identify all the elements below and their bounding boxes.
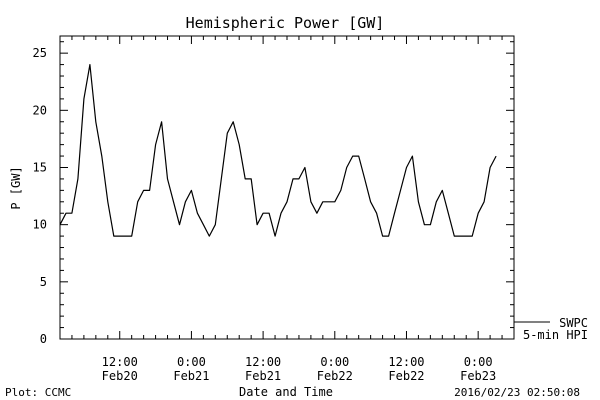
x-tick-label-time: 12:00: [245, 355, 281, 369]
x-axis-label: Date and Time: [239, 385, 333, 399]
y-tick-label: 20: [33, 103, 47, 117]
y-tick-label: 15: [33, 160, 47, 174]
x-tick-label-time: 12:00: [102, 355, 138, 369]
x-tick-label-time: 0:00: [320, 355, 349, 369]
footer-right: 2016/02/23 02:50:08: [454, 386, 580, 399]
y-axis: 0 5 10 15 20 25: [33, 41, 514, 346]
chart-title: Hemispheric Power [GW]: [186, 14, 385, 32]
y-tick-label: 5: [40, 275, 47, 289]
y-tick-label: 10: [33, 218, 47, 232]
x-tick-label-time: 0:00: [177, 355, 206, 369]
y-axis-label: P [GW]: [9, 166, 23, 209]
legend-label-line2: 5-min HPI: [523, 328, 588, 342]
plot-frame: [59, 35, 515, 340]
series-line-hemispheric-power: [59, 63, 497, 237]
x-axis: 12:00Feb200:00Feb2112:00Feb210:00Feb2212…: [59, 36, 515, 383]
x-tick-label-date: Feb20: [102, 369, 138, 383]
x-tick-label-time: 0:00: [464, 355, 493, 369]
legend-label-line1: SWPC: [559, 316, 588, 330]
x-tick-label-time: 12:00: [388, 355, 424, 369]
x-tick-label-date: Feb22: [388, 369, 424, 383]
x-tick-label-date: Feb21: [173, 369, 209, 383]
x-tick-label-date: Feb21: [245, 369, 281, 383]
x-tick-label-date: Feb22: [317, 369, 353, 383]
y-tick-label: 25: [33, 46, 47, 60]
x-tick-label-date: Feb23: [460, 369, 496, 383]
footer-left: Plot: CCMC: [5, 386, 71, 399]
series-group: [59, 63, 497, 237]
y-tick-label: 0: [40, 332, 47, 346]
